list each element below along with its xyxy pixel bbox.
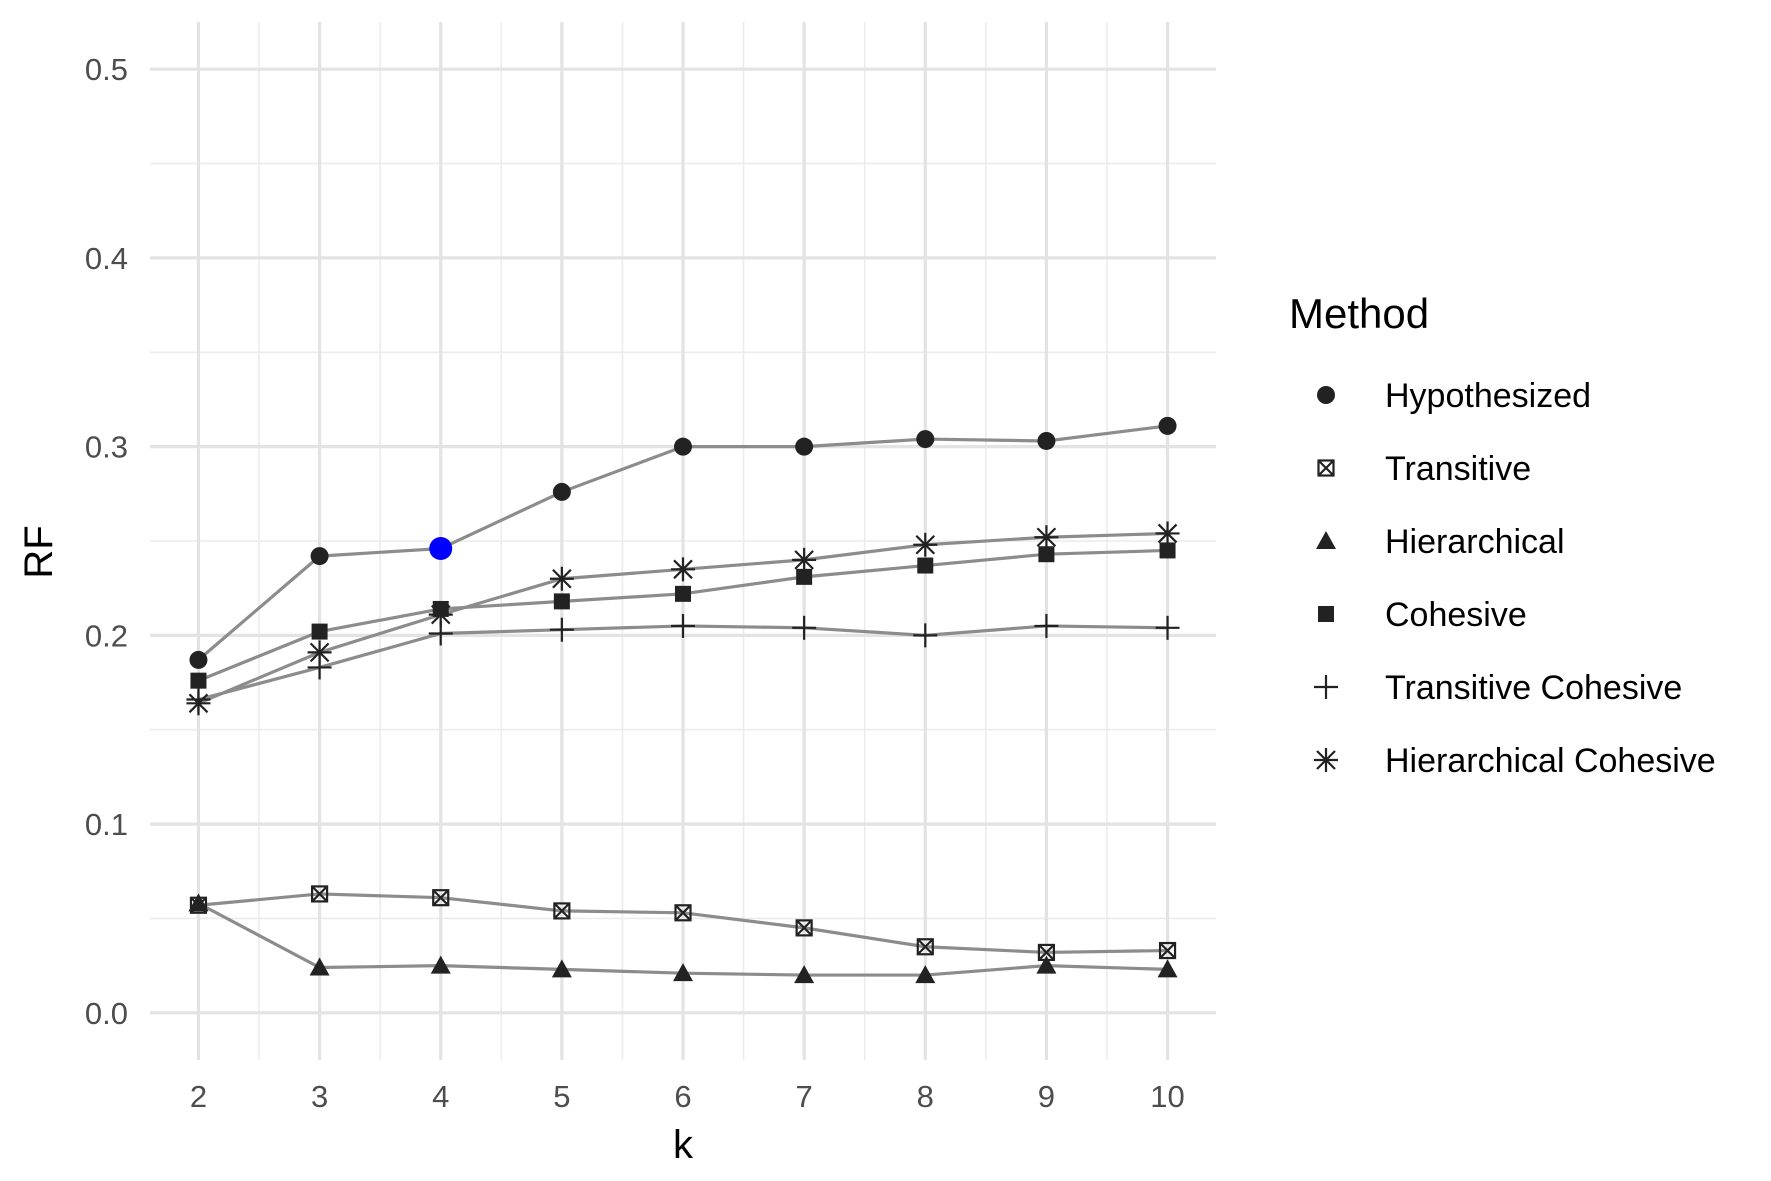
data-point-transitive (795, 919, 813, 937)
legend-key-hypothesized (1317, 386, 1335, 404)
data-point-transitive (1037, 943, 1056, 962)
legend-item-transitive-cohesive: Transitive Cohesive (1314, 669, 1682, 707)
data-point-hypothesized (1037, 431, 1056, 450)
data-point-hierarchical (794, 965, 815, 984)
data-point-hierarchical (551, 959, 572, 978)
y-axis-ticks: 0.0 0.1 0.2 0.3 0.4 0.5 (85, 52, 128, 1031)
data-point-hierarchical (915, 965, 936, 984)
series-points (186, 416, 1180, 984)
y-tick-label: 0.3 (85, 430, 128, 465)
data-point-transitive-cohesive (913, 623, 938, 648)
x-tick-label: 6 (674, 1079, 691, 1114)
data-point-transitive-cohesive (792, 615, 817, 640)
legend-key-transitive-cohesive (1314, 675, 1338, 699)
y-axis-title: RF (17, 525, 61, 578)
y-tick-label: 0.0 (85, 996, 128, 1031)
data-point-transitive (432, 889, 450, 907)
y-tick-label: 0.1 (85, 807, 128, 842)
x-tick-label: 5 (553, 1079, 570, 1114)
legend-title: Method (1289, 290, 1429, 337)
legend-item-transitive: Transitive (1317, 450, 1531, 488)
data-point-hierarchical-cohesive (671, 557, 695, 582)
legend-label: Hypothesized (1385, 377, 1591, 415)
legend-key-hierarchical-cohesive (1314, 748, 1338, 772)
data-point-hierarchical-cohesive (913, 532, 938, 557)
data-point-hierarchical-cohesive (549, 566, 574, 591)
data-point-hypothesized (552, 482, 571, 501)
data-point-hierarchical (430, 955, 451, 974)
data-point-cohesive (1038, 546, 1055, 563)
data-point-transitive-cohesive (671, 613, 695, 638)
data-point-hierarchical (1036, 955, 1057, 974)
legend-label: Transitive Cohesive (1385, 669, 1682, 707)
data-point-hypothesized (310, 547, 329, 566)
data-point-hierarchical-cohesive (1155, 521, 1180, 546)
legend-label: Hierarchical (1385, 523, 1565, 561)
data-point-hierarchical-cohesive (428, 602, 453, 627)
legend-key-cohesive (1318, 606, 1334, 622)
x-tick-label: 10 (1150, 1079, 1184, 1114)
legend-label: Cohesive (1385, 596, 1527, 634)
data-point-hierarchical (188, 893, 209, 912)
data-point-hypothesized (189, 650, 208, 669)
x-axis-title: k (673, 1123, 694, 1167)
legend-item-hypothesized: Hypothesized (1317, 377, 1591, 415)
legend-key-hierarchical (1316, 531, 1336, 549)
data-point-cohesive (1159, 542, 1176, 559)
data-point-hierarchical (1157, 959, 1178, 978)
data-point-hierarchical-cohesive (1034, 525, 1059, 550)
x-tick-label: 3 (311, 1079, 328, 1114)
x-tick-label: 7 (796, 1079, 813, 1114)
data-point-cohesive (675, 585, 691, 602)
legend: Method Hypothesized Transitive Hierarchica… (1289, 290, 1716, 780)
data-point-hierarchical-cohesive (186, 691, 211, 716)
y-tick-label: 0.5 (85, 52, 128, 87)
data-point-hypothesized (916, 430, 935, 449)
legend-label: Hierarchical Cohesive (1385, 742, 1716, 780)
legend-item-hierarchical: Hierarchical (1316, 523, 1565, 561)
data-point-transitive-cohesive (1155, 615, 1180, 640)
data-point-hierarchical (309, 957, 330, 976)
highlighted-point (429, 537, 453, 561)
legend-label: Transitive (1385, 450, 1531, 488)
legend-item-cohesive: Cohesive (1318, 596, 1527, 634)
x-axis-ticks: 2 3 4 5 6 7 8 9 10 (190, 1079, 1185, 1114)
y-tick-label: 0.4 (85, 241, 128, 276)
x-tick-label: 2 (190, 1079, 207, 1114)
data-point-transitive-cohesive (549, 617, 574, 642)
data-point-transitive (916, 938, 934, 956)
x-tick-label: 8 (917, 1079, 934, 1114)
data-point-transitive (674, 904, 692, 922)
data-point-hypothesized (1158, 416, 1177, 435)
legend-item-hierarchical-cohesive: Hierarchical Cohesive (1314, 742, 1716, 780)
data-point-cohesive (796, 568, 813, 585)
data-point-cohesive (311, 623, 328, 640)
data-point-cohesive (553, 593, 570, 610)
data-point-hierarchical-cohesive (792, 547, 817, 572)
data-point-transitive (553, 902, 571, 920)
x-tick-label: 9 (1038, 1079, 1055, 1114)
data-point-hypothesized (674, 437, 692, 456)
data-point-transitive (310, 885, 329, 903)
y-tick-label: 0.2 (85, 618, 128, 653)
legend-key-transitive (1317, 459, 1335, 477)
x-tick-label: 4 (432, 1079, 449, 1114)
data-point-cohesive (917, 557, 934, 574)
data-point-transitive-cohesive (1034, 613, 1059, 638)
data-point-hierarchical (673, 963, 693, 982)
data-point-hypothesized (795, 437, 814, 456)
data-point-cohesive (190, 672, 207, 689)
data-point-transitive (1158, 941, 1177, 960)
data-point-hierarchical-cohesive (307, 640, 332, 665)
